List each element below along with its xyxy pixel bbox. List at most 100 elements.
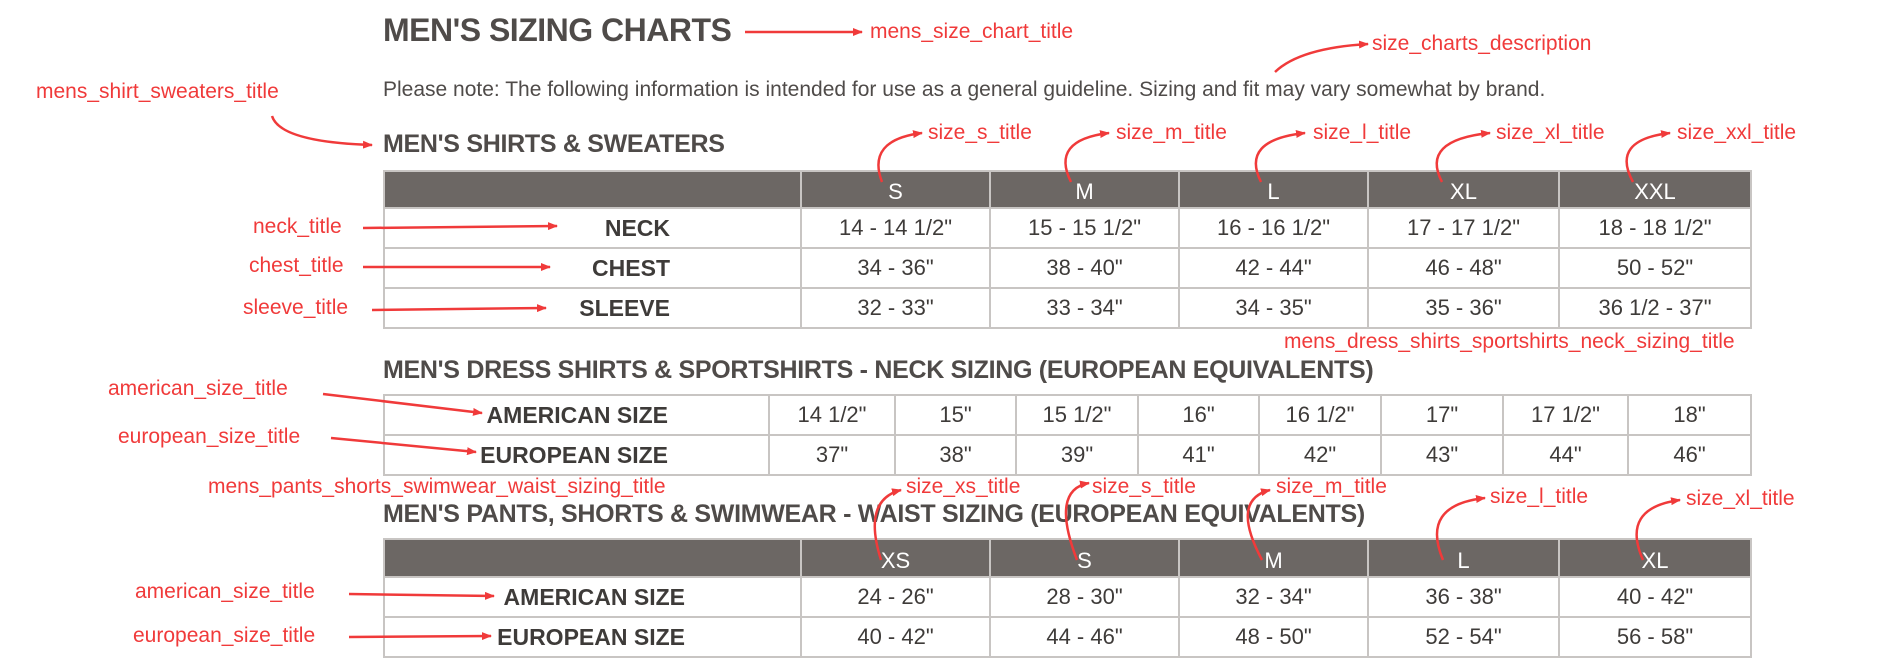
table-cell: 36 - 38": [1367, 576, 1560, 618]
table-cell: 36 1/2 - 37": [1558, 287, 1752, 329]
arrow: [348, 632, 492, 641]
arrow: [348, 591, 495, 600]
table-cell: 34 - 36": [800, 247, 991, 289]
arrow: [371, 304, 547, 313]
annotation-label: neck_title: [253, 215, 342, 238]
table-cell: 42": [1258, 434, 1382, 476]
table-cell: 16 - 16 1/2": [1178, 207, 1369, 249]
annotation-label: size_l_title: [1313, 121, 1412, 144]
pants-header-row: XS S M L XL: [383, 538, 1752, 578]
arrow: [877, 130, 923, 183]
annotation-label: european_size_title: [118, 425, 301, 448]
table-cell: 46 - 48": [1367, 247, 1560, 289]
table-cell: 48 - 50": [1178, 616, 1369, 658]
size-l-header: L: [1367, 538, 1560, 578]
size-xl-header: XL: [1367, 170, 1560, 209]
annotation-label: size_m_title: [1276, 475, 1387, 498]
arrow: [873, 488, 902, 561]
arrow: [1064, 480, 1090, 561]
annotation-label: american_size_title: [135, 580, 315, 603]
table-cell: 44 - 46": [989, 616, 1180, 658]
header-blank-cell: [383, 170, 802, 209]
table-cell: 40 - 42": [800, 616, 991, 658]
table-cell: 33 - 34": [989, 287, 1180, 329]
table-row: EUROPEAN SIZE 37" 38" 39" 41" 42" 43" 44…: [383, 434, 1752, 476]
table-cell: 38 - 40": [989, 247, 1180, 289]
table-cell: 43": [1380, 434, 1504, 476]
annotation-label: mens_shirt_sweaters_title: [36, 80, 279, 103]
table-cell: 35 - 36": [1367, 287, 1560, 329]
size-s-header: S: [800, 170, 991, 209]
shirts-header-row: S M L XL XXL: [383, 170, 1752, 209]
annotation-label: size_s_title: [1092, 475, 1196, 498]
table-cell: 15 1/2": [1015, 394, 1139, 436]
arrow: [1064, 130, 1110, 183]
annotation-label: sleeve_title: [243, 296, 349, 319]
table-cell: 18": [1627, 394, 1752, 436]
shirts-section-title: MEN'S SHIRTS & SWEATERS: [383, 130, 725, 158]
shirts-size-table: S M L XL XXL NECK 14 - 14 1/2" 15 - 15 1…: [383, 170, 1752, 329]
table-cell: 50 - 52": [1558, 247, 1752, 289]
table-cell: 46": [1627, 434, 1752, 476]
european-size-row-label: EUROPEAN SIZE: [383, 434, 770, 476]
page-title: MEN'S SIZING CHARTS: [383, 12, 732, 48]
arrow: [1246, 488, 1271, 561]
table-cell: 15": [894, 394, 1017, 436]
annotation-label: chest_title: [249, 254, 344, 277]
table-cell: 39": [1015, 434, 1139, 476]
arrow: [362, 222, 558, 231]
annotation-label: european_size_title: [133, 624, 316, 647]
annotation-label: mens_dress_shirts_sportshirts_neck_sizin…: [1284, 330, 1735, 353]
arrow: [1635, 497, 1681, 561]
table-cell: 15 - 15 1/2": [989, 207, 1180, 249]
table-cell: 56 - 58": [1558, 616, 1752, 658]
table-cell: 14 - 14 1/2": [800, 207, 991, 249]
size-charts-description: Please note: The following information i…: [383, 78, 1546, 101]
annotation-label: size_l_title: [1490, 485, 1589, 508]
annotation-label: mens_pants_shorts_swimwear_waist_sizing_…: [208, 475, 666, 498]
dress-shirts-section-title: MEN'S DRESS SHIRTS & SPORTSHIRTS - NECK …: [383, 356, 1374, 384]
table-cell: 34 - 35": [1178, 287, 1369, 329]
table-row: CHEST 34 - 36" 38 - 40" 42 - 44" 46 - 48…: [383, 247, 1752, 289]
table-cell: 18 - 18 1/2": [1558, 207, 1752, 249]
arrow: [330, 436, 477, 456]
american-size-row-label: AMERICAN SIZE: [383, 394, 770, 436]
table-cell: 32 - 34": [1178, 576, 1369, 618]
pants-waist-table: XS S M L XL AMERICAN SIZE 24 - 26" 28 - …: [383, 538, 1752, 658]
arrow: [1274, 40, 1369, 73]
size-xs-header: XS: [800, 538, 991, 578]
arrow: [1625, 130, 1671, 183]
table-cell: 16 1/2": [1258, 394, 1382, 436]
arrow: [1435, 494, 1486, 561]
table-cell: 32 - 33": [800, 287, 991, 329]
size-l-header: L: [1178, 170, 1369, 209]
table-cell: 37": [768, 434, 896, 476]
table-cell: 17 - 17 1/2": [1367, 207, 1560, 249]
annotation-label: size_xl_title: [1686, 487, 1795, 510]
table-cell: 38": [894, 434, 1017, 476]
table-cell: 28 - 30": [989, 576, 1180, 618]
annotation-label: size_m_title: [1116, 121, 1227, 144]
table-row: EUROPEAN SIZE 40 - 42" 44 - 46" 48 - 50"…: [383, 616, 1752, 658]
size-xl-header: XL: [1558, 538, 1752, 578]
table-cell: 52 - 54": [1367, 616, 1560, 658]
european-size-row-label: EUROPEAN SIZE: [383, 616, 802, 658]
size-m-header: M: [989, 170, 1180, 209]
american-size-row-label: AMERICAN SIZE: [383, 576, 802, 618]
annotation-label: size_xl_title: [1496, 121, 1605, 144]
annotation-label: american_size_title: [108, 377, 288, 400]
size-m-header: M: [1178, 538, 1369, 578]
table-cell: 42 - 44": [1178, 247, 1369, 289]
size-xxl-header: XXL: [1558, 170, 1752, 209]
arrow: [1435, 129, 1491, 183]
table-row: AMERICAN SIZE 24 - 26" 28 - 30" 32 - 34"…: [383, 576, 1752, 618]
table-cell: 40 - 42": [1558, 576, 1752, 618]
dress-shirts-neck-table: AMERICAN SIZE 14 1/2" 15" 15 1/2" 16" 16…: [383, 394, 1752, 476]
size-s-header: S: [989, 538, 1180, 578]
arrow: [270, 115, 373, 149]
table-row: AMERICAN SIZE 14 1/2" 15" 15 1/2" 16" 16…: [383, 394, 1752, 436]
annotation-label: size_s_title: [928, 121, 1032, 144]
annotation-label: mens_size_chart_title: [870, 20, 1074, 43]
table-cell: 44": [1502, 434, 1629, 476]
